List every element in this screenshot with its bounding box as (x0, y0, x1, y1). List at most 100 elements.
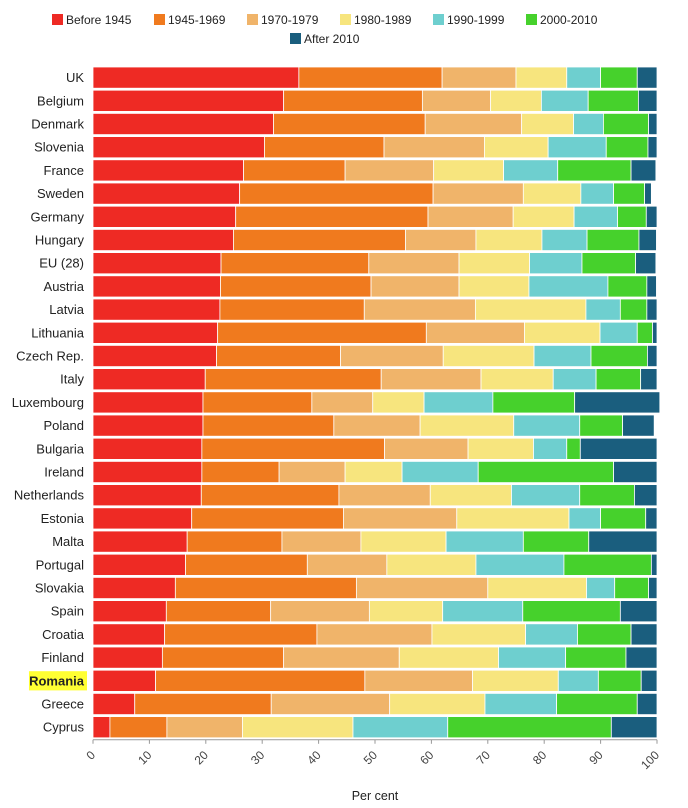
bar-segment-1970-1979[interactable] (441, 66, 517, 89)
bar-segment-2000-2010[interactable] (477, 460, 614, 483)
bar-segment-after-2010[interactable] (646, 275, 657, 298)
bar-segment-2000-2010[interactable] (557, 159, 632, 182)
bar-segment-1980-1989[interactable] (458, 252, 530, 275)
bar-segment-1980-1989[interactable] (521, 113, 574, 136)
bar-segment-1945-1969[interactable] (191, 507, 344, 530)
bar-segment-1945-1969[interactable] (202, 391, 313, 414)
bar-segment-1970-1979[interactable] (270, 693, 391, 716)
bar-segment-2000-2010[interactable] (577, 623, 632, 646)
bar-segment-before-1945[interactable] (92, 136, 265, 159)
bar-segment-after-2010[interactable] (619, 600, 658, 623)
bar-segment-1980-1989[interactable] (389, 693, 486, 716)
bar-segment-1990-1999[interactable] (533, 437, 568, 460)
bar-segment-1990-1999[interactable] (573, 113, 604, 136)
bar-segment-2000-2010[interactable] (586, 228, 640, 251)
bar-segment-1970-1979[interactable] (316, 623, 433, 646)
bar-segment-1980-1989[interactable] (524, 321, 601, 344)
bar-segment-1990-1999[interactable] (498, 646, 567, 669)
bar-segment-1980-1989[interactable] (372, 391, 425, 414)
bar-segment-before-1945[interactable] (92, 368, 206, 391)
bar-segment-1990-1999[interactable] (540, 89, 589, 112)
bar-segment-1990-1999[interactable] (541, 228, 588, 251)
bar-segment-after-2010[interactable] (634, 484, 658, 507)
bar-segment-1980-1989[interactable] (429, 484, 512, 507)
bar-segment-1990-1999[interactable] (552, 368, 597, 391)
bar-segment-1980-1989[interactable] (474, 298, 587, 321)
bar-segment-1980-1989[interactable] (458, 275, 530, 298)
bar-segment-1970-1979[interactable] (363, 298, 476, 321)
bar-segment-1970-1979[interactable] (427, 205, 514, 228)
bar-segment-before-1945[interactable] (92, 600, 167, 623)
bar-segment-before-1945[interactable] (92, 507, 193, 530)
bar-segment-1945-1969[interactable] (185, 553, 308, 576)
legend-item-1990-1999[interactable]: 1990-1999 (433, 13, 505, 27)
bar-segment-1945-1969[interactable] (219, 298, 365, 321)
legend-item-2000-2010[interactable]: 2000-2010 (526, 13, 598, 27)
bar-segment-1945-1969[interactable] (161, 646, 285, 669)
bar-segment-after-2010[interactable] (645, 205, 658, 228)
bar-segment-1990-1999[interactable] (503, 159, 559, 182)
bar-segment-after-2010[interactable] (645, 507, 658, 530)
bar-segment-after-2010[interactable] (648, 577, 658, 600)
bar-segment-before-1945[interactable] (92, 205, 237, 228)
bar-segment-after-2010[interactable] (636, 693, 658, 716)
bar-segment-before-1945[interactable] (92, 113, 274, 136)
bar-segment-1945-1969[interactable] (201, 460, 280, 483)
bar-segment-after-2010[interactable] (640, 669, 658, 692)
bar-segment-before-1945[interactable] (92, 646, 163, 669)
bar-segment-1970-1979[interactable] (338, 484, 431, 507)
bar-segment-1980-1989[interactable] (512, 205, 575, 228)
bar-segment-1945-1969[interactable] (239, 182, 434, 205)
bar-segment-1990-1999[interactable] (568, 507, 601, 530)
bar-segment-1980-1989[interactable] (442, 344, 535, 367)
bar-segment-after-2010[interactable] (637, 89, 658, 112)
bar-segment-2000-2010[interactable] (595, 368, 642, 391)
bar-segment-2000-2010[interactable] (617, 205, 647, 228)
bar-segment-2000-2010[interactable] (563, 553, 652, 576)
bar-segment-1970-1979[interactable] (421, 89, 492, 112)
bar-segment-before-1945[interactable] (92, 391, 204, 414)
bar-segment-before-1945[interactable] (92, 669, 157, 692)
bar-segment-after-2010[interactable] (647, 344, 658, 367)
bar-segment-1980-1989[interactable] (456, 507, 570, 530)
bar-segment-1990-1999[interactable] (401, 460, 479, 483)
bar-segment-after-2010[interactable] (636, 66, 658, 89)
bar-segment-after-2010[interactable] (625, 646, 658, 669)
bar-segment-after-2010[interactable] (647, 136, 658, 159)
bar-segment-1980-1989[interactable] (431, 623, 526, 646)
bar-segment-2000-2010[interactable] (600, 507, 647, 530)
bar-segment-1990-1999[interactable] (352, 716, 449, 739)
bar-segment-1980-1989[interactable] (360, 530, 447, 553)
bar-segment-1970-1979[interactable] (424, 113, 523, 136)
bar-segment-1990-1999[interactable] (566, 66, 602, 89)
bar-segment-1990-1999[interactable] (557, 669, 599, 692)
bar-segment-before-1945[interactable] (92, 460, 203, 483)
bar-segment-after-2010[interactable] (646, 298, 658, 321)
bar-segment-before-1945[interactable] (92, 89, 285, 112)
bar-segment-1945-1969[interactable] (233, 228, 406, 251)
bar-segment-after-2010[interactable] (579, 437, 658, 460)
bar-segment-1945-1969[interactable] (202, 414, 335, 437)
bar-segment-1970-1979[interactable] (425, 321, 525, 344)
legend-item-1980-1989[interactable]: 1980-1989 (340, 13, 412, 27)
bar-segment-before-1945[interactable] (92, 66, 300, 89)
bar-segment-after-2010[interactable] (630, 159, 657, 182)
bar-segment-2000-2010[interactable] (613, 182, 645, 205)
bar-segment-before-1945[interactable] (92, 530, 188, 553)
bar-segment-2000-2010[interactable] (581, 252, 636, 275)
bar-segment-1970-1979[interactable] (281, 530, 362, 553)
bar-segment-2000-2010[interactable] (565, 646, 627, 669)
bar-segment-1945-1969[interactable] (235, 205, 429, 228)
legend-item-after-2010[interactable]: After 2010 (290, 32, 360, 46)
bar-segment-1970-1979[interactable] (340, 344, 444, 367)
bar-segment-after-2010[interactable] (613, 460, 658, 483)
bar-segment-1945-1969[interactable] (200, 484, 340, 507)
bar-segment-1980-1989[interactable] (368, 600, 444, 623)
bar-segment-1945-1969[interactable] (204, 368, 382, 391)
bar-segment-1990-1999[interactable] (599, 321, 638, 344)
bar-segment-1990-1999[interactable] (573, 205, 618, 228)
bar-segment-after-2010[interactable] (630, 623, 658, 646)
bar-segment-1970-1979[interactable] (344, 159, 435, 182)
bar-segment-1970-1979[interactable] (270, 600, 370, 623)
bar-segment-before-1945[interactable] (92, 623, 166, 646)
